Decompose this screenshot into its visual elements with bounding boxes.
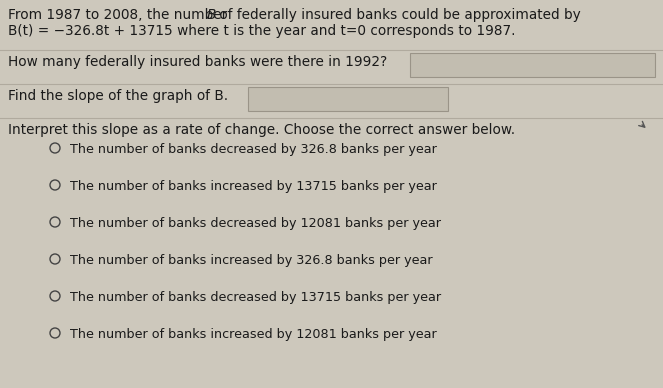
Text: Interpret this slope as a rate of change. Choose the correct answer below.: Interpret this slope as a rate of change… xyxy=(8,123,515,137)
Text: The number of banks increased by 12081 banks per year: The number of banks increased by 12081 b… xyxy=(70,328,437,341)
Text: How many federally insured banks were there in 1992?: How many federally insured banks were th… xyxy=(8,55,387,69)
Bar xyxy=(248,87,448,111)
Text: The number of banks decreased by 13715 banks per year: The number of banks decreased by 13715 b… xyxy=(70,291,441,304)
Text: Find the slope of the graph of B.: Find the slope of the graph of B. xyxy=(8,89,228,103)
Text: B: B xyxy=(207,8,216,22)
Bar xyxy=(410,53,655,77)
Text: The number of banks increased by 326.8 banks per year: The number of banks increased by 326.8 b… xyxy=(70,254,433,267)
Text: The number of banks increased by 13715 banks per year: The number of banks increased by 13715 b… xyxy=(70,180,437,193)
Text: From 1987 to 2008, the number: From 1987 to 2008, the number xyxy=(8,8,231,22)
Text: The number of banks decreased by 326.8 banks per year: The number of banks decreased by 326.8 b… xyxy=(70,143,437,156)
Text: of federally insured banks could be approximated by: of federally insured banks could be appr… xyxy=(215,8,581,22)
Text: B(t) = −326.8t + 13715 where t is the year and t=0 corresponds to 1987.: B(t) = −326.8t + 13715 where t is the ye… xyxy=(8,24,516,38)
Text: The number of banks decreased by 12081 banks per year: The number of banks decreased by 12081 b… xyxy=(70,217,441,230)
